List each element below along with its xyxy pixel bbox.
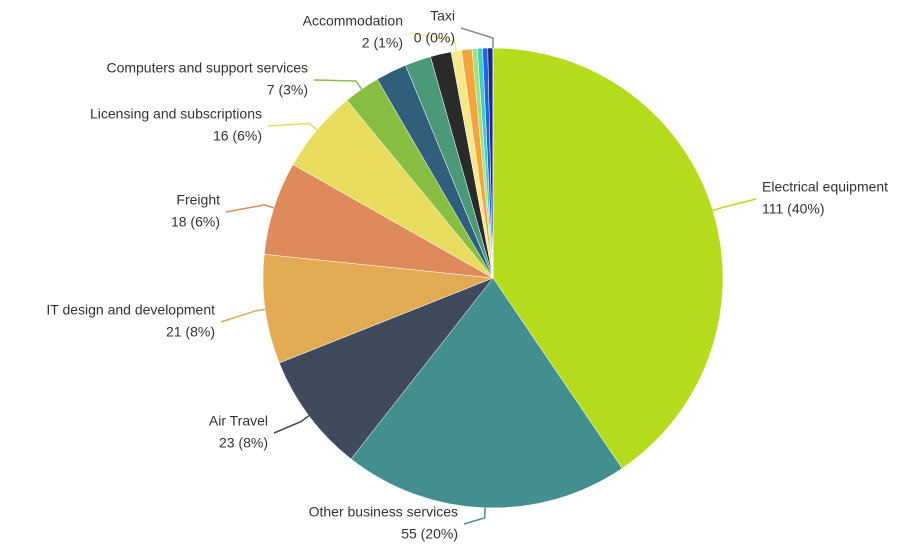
pie-slice [492,47,724,469]
slice-value-label: 23 (8%) [219,435,268,451]
leader-line [463,507,486,525]
slice-label: Freight [176,192,220,208]
slice-label: IT design and development [46,302,215,318]
slice-value-label: 18 (6%) [171,214,220,230]
slice-label: Electrical equipment [762,179,888,195]
slice-label: Accommodation [303,13,403,29]
slice-value-label: 2 (1%) [362,35,403,51]
slice-value-label: 7 (3%) [267,82,308,98]
pie-slice [262,254,494,364]
leader-line [273,415,310,434]
leader-line [313,79,363,90]
slice-value-label: 16 (6%) [213,128,262,144]
leader-line [220,308,266,323]
leader-line [460,27,494,48]
pie-slice [350,277,623,509]
slice-value-label: 0 (0%) [414,30,455,46]
slice-label: Taxi [430,8,455,24]
slice-label: Other business services [309,504,458,520]
leader-line [267,122,318,131]
slice-value-label: 21 (8%) [166,324,215,340]
slice-value-label: 111 (40%) [762,201,825,217]
leader-line [712,198,757,212]
slice-value-label: 55 (20%) [401,526,458,542]
slice-label: Licensing and subscriptions [90,106,262,122]
leader-line [225,204,275,213]
slice-label: Air Travel [209,413,268,429]
leader-line [408,32,457,52]
slice-label: Computers and support services [106,60,308,76]
